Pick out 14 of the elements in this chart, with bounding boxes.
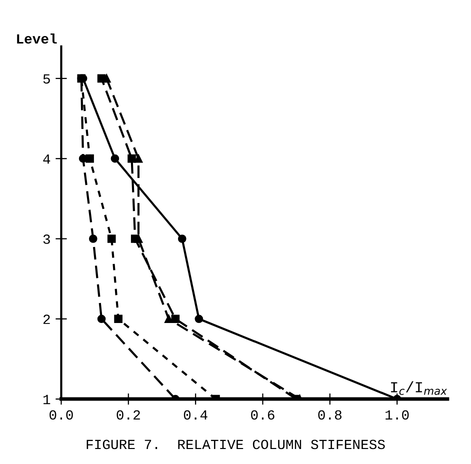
x-axis-title: I$_{c}$/I$_{max}$ [391,381,448,395]
y-tick-label: 2 [43,314,50,324]
text: 0.0 [50,410,73,420]
y-tick-label: 5 [43,74,50,84]
text: 1.0 [386,410,409,420]
y-axis-title: Level [17,33,57,44]
text: FIGURE 7. RELATIVE COLUMN STIFENESS [86,440,385,450]
x-tick-label: 0.6 [251,410,274,420]
x-tick-label: 0.8 [318,410,342,420]
y-tick-label: 4 [43,154,50,164]
x-tick-label: 0.2 [116,410,140,420]
y-tick-label: 3 [43,234,50,244]
y-tick-label: 1 [43,394,50,404]
x-tick-label: 0.4 [184,410,208,420]
